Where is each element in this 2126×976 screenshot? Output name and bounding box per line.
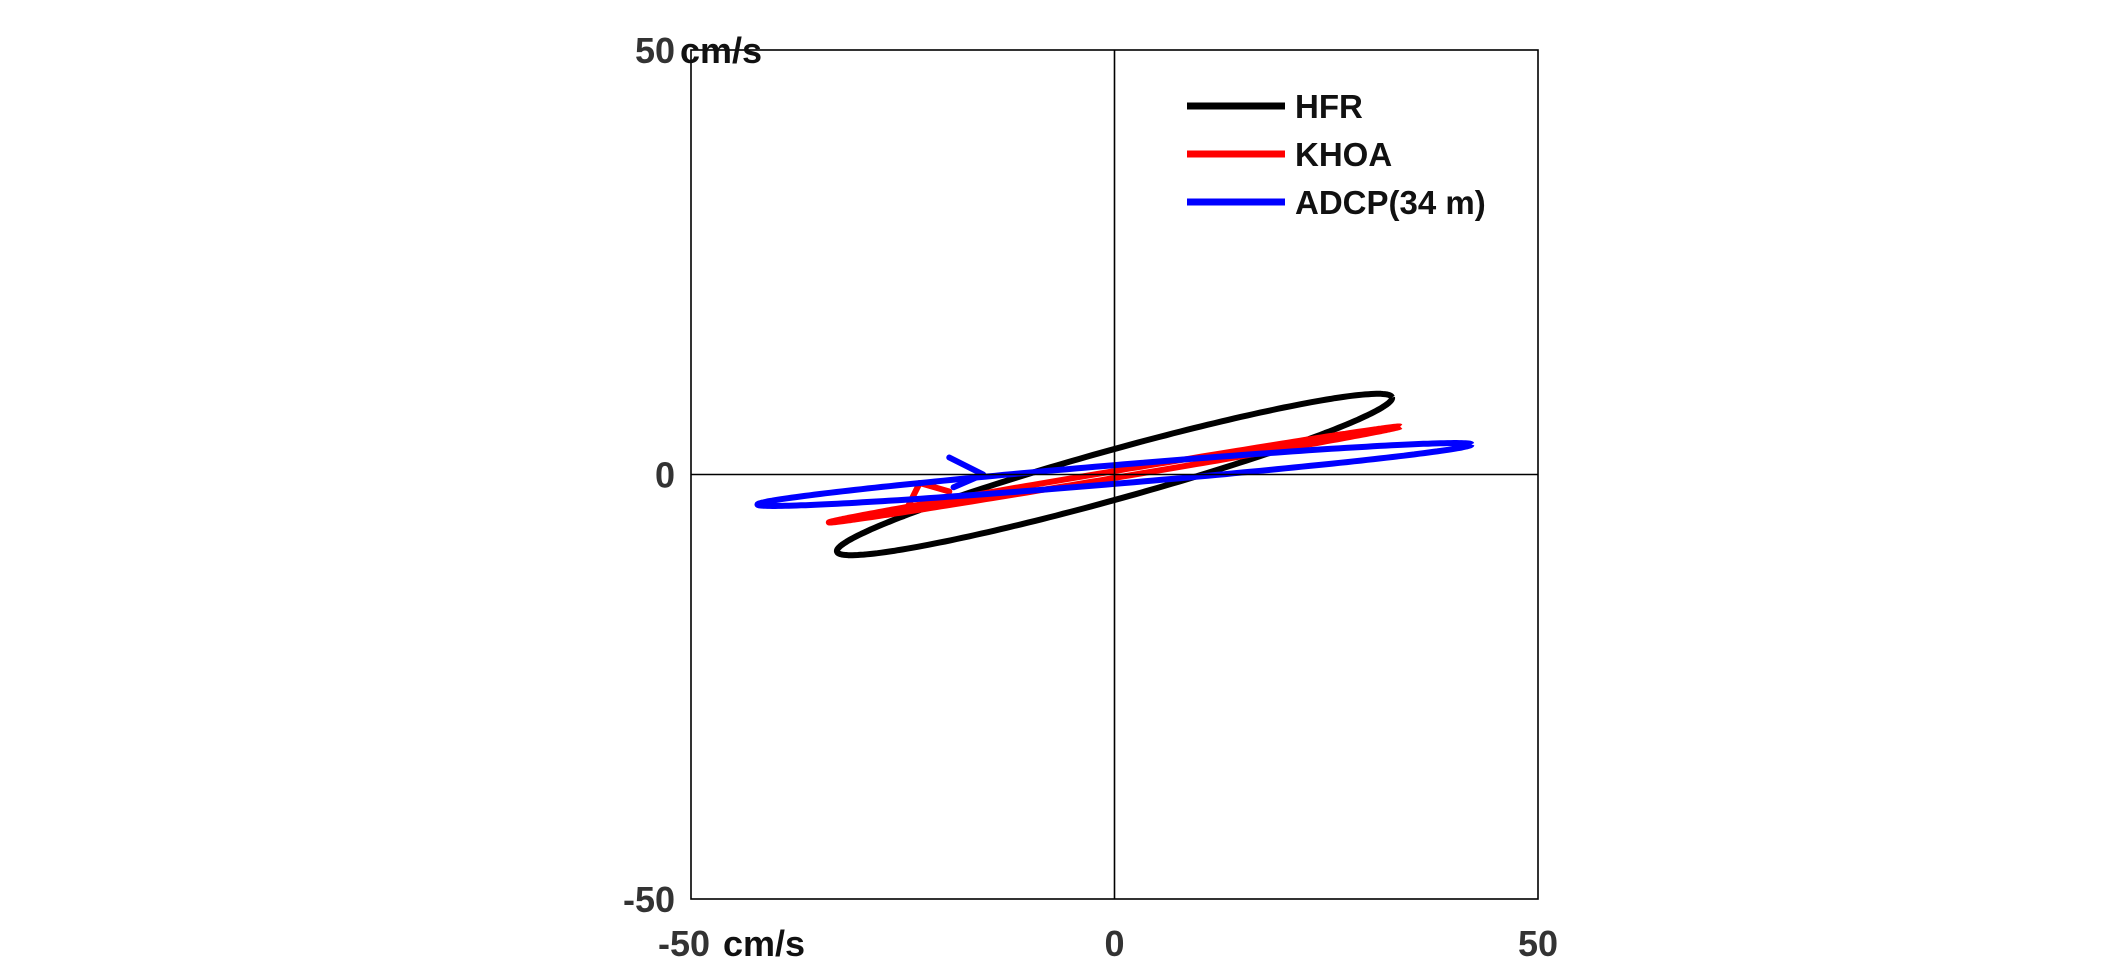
y-tick-label: 50 (635, 30, 675, 71)
phase-marker-adcp-34-m (946, 454, 987, 491)
axes-layer (690, 49, 1539, 900)
legend-label-hfr: HFR (1295, 88, 1363, 125)
x-tick-label: -50 (658, 923, 710, 964)
x-tick-label: 50 (1518, 923, 1558, 964)
ellipse-adcp-34-m (754, 440, 1475, 509)
y-tick-label: -50 (623, 879, 675, 920)
legend-label-adcp-34-m: ADCP(34 m) (1295, 184, 1486, 221)
x-unit-label: cm/s (723, 923, 805, 964)
legend: HFR KHOA ADCP(34 m) (1187, 88, 1486, 221)
legend-label-khoa: KHOA (1295, 136, 1392, 173)
y-unit-label: cm/s (680, 30, 762, 71)
x-tick-label: 0 (1104, 923, 1124, 964)
y-tick-label: 0 (655, 455, 675, 496)
